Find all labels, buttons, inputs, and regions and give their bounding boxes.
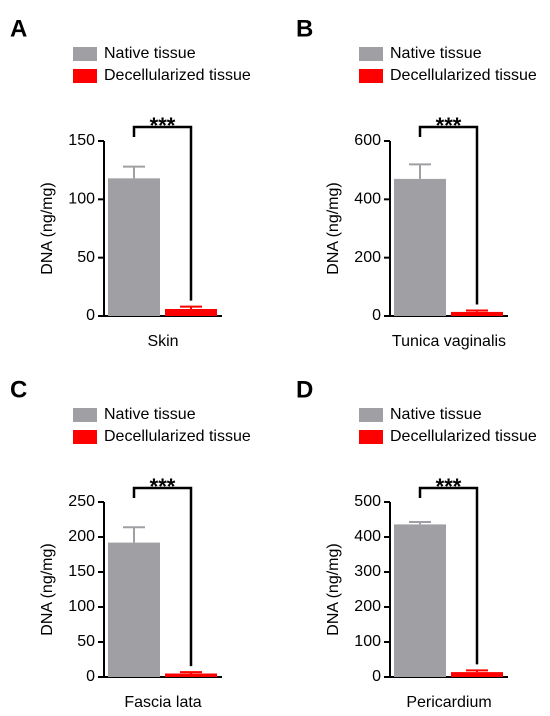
x-tick-label: Skin bbox=[147, 333, 178, 350]
y-tick-label: 50 bbox=[77, 633, 95, 650]
chart-panel: C Native tissue Decellularized tissue 0 50 10… bbox=[10, 376, 251, 711]
error-bar bbox=[466, 309, 488, 312]
y-tick-label: 200 bbox=[68, 528, 95, 545]
y-tick-label: 100 bbox=[354, 633, 381, 650]
bar bbox=[108, 542, 160, 677]
error-bar bbox=[409, 163, 431, 179]
y-tick-label: 250 bbox=[68, 493, 95, 510]
significance-label: *** bbox=[436, 474, 462, 499]
significance-bracket bbox=[418, 486, 479, 665]
significance-bracket bbox=[418, 125, 479, 305]
y-tick-label: 50 bbox=[77, 249, 95, 266]
bar bbox=[451, 311, 503, 316]
legend-swatch bbox=[73, 47, 97, 61]
error-bar bbox=[466, 669, 488, 673]
legend-swatch bbox=[359, 408, 383, 422]
significance-label: *** bbox=[150, 474, 176, 499]
y-tick-label: 200 bbox=[354, 598, 381, 615]
chart-panel: A Native tissue Decellularized tissue 0 50 10… bbox=[10, 15, 251, 350]
y-axis-label: DNA (ng/mg) bbox=[39, 182, 56, 274]
chart-panel: D Native tissue Decellularized tissue 0 100 2… bbox=[296, 376, 537, 711]
error-bar bbox=[180, 305, 202, 309]
bar bbox=[165, 673, 217, 677]
y-tick-label: 100 bbox=[68, 191, 95, 208]
significance-label: *** bbox=[436, 113, 462, 138]
y-tick-label: 600 bbox=[354, 132, 381, 149]
legend-label: Decellularized tissue bbox=[390, 428, 537, 445]
panel-label: A bbox=[10, 15, 27, 42]
y-tick-label: 150 bbox=[68, 563, 95, 580]
y-tick-label: 300 bbox=[354, 563, 381, 580]
legend-swatch bbox=[73, 69, 97, 83]
panel-label: B bbox=[296, 15, 313, 42]
legend-label: Native tissue bbox=[104, 406, 196, 423]
legend-label: Native tissue bbox=[390, 45, 482, 62]
legend-swatch bbox=[73, 408, 97, 422]
error-bar bbox=[123, 526, 145, 543]
y-tick-label: 0 bbox=[86, 668, 95, 685]
legend-label: Native tissue bbox=[104, 45, 196, 62]
y-axis-label: DNA (ng/mg) bbox=[325, 182, 342, 274]
x-tick-label: Tunica vaginalis bbox=[392, 333, 506, 350]
y-tick-label: 150 bbox=[68, 132, 95, 149]
y-tick-label: 400 bbox=[354, 191, 381, 208]
panel-label: C bbox=[10, 376, 27, 403]
y-tick-label: 500 bbox=[354, 493, 381, 510]
legend-label: Decellularized tissue bbox=[104, 67, 251, 84]
bar bbox=[394, 524, 446, 677]
bar bbox=[108, 178, 160, 316]
y-tick-label: 0 bbox=[372, 668, 381, 685]
y-tick-label: 0 bbox=[372, 307, 381, 324]
x-tick-label: Pericardium bbox=[406, 694, 491, 711]
y-tick-label: 200 bbox=[354, 249, 381, 266]
panel-label: D bbox=[296, 376, 313, 403]
significance-label: *** bbox=[150, 113, 176, 138]
chart-panel: B Native tissue Decellularized tissue 0 200 4… bbox=[296, 15, 537, 350]
legend-swatch bbox=[359, 47, 383, 61]
legend-label: Native tissue bbox=[390, 406, 482, 423]
y-axis-label: DNA (ng/mg) bbox=[325, 543, 342, 635]
legend-swatch bbox=[359, 69, 383, 83]
error-bar bbox=[123, 165, 145, 179]
legend-swatch bbox=[73, 430, 97, 444]
legend-label: Decellularized tissue bbox=[390, 67, 537, 84]
error-bar bbox=[409, 520, 431, 525]
significance-bracket bbox=[132, 125, 193, 301]
y-axis-label: DNA (ng/mg) bbox=[39, 543, 56, 635]
x-tick-label: Fascia lata bbox=[124, 694, 201, 711]
y-tick-label: 100 bbox=[68, 598, 95, 615]
bar bbox=[451, 672, 503, 677]
y-tick-label: 0 bbox=[86, 307, 95, 324]
legend-swatch bbox=[359, 430, 383, 444]
error-bar bbox=[180, 671, 202, 674]
bar bbox=[165, 309, 217, 316]
significance-bracket bbox=[132, 486, 193, 667]
bar bbox=[394, 178, 446, 316]
legend-label: Decellularized tissue bbox=[104, 428, 251, 445]
y-tick-label: 400 bbox=[354, 528, 381, 545]
